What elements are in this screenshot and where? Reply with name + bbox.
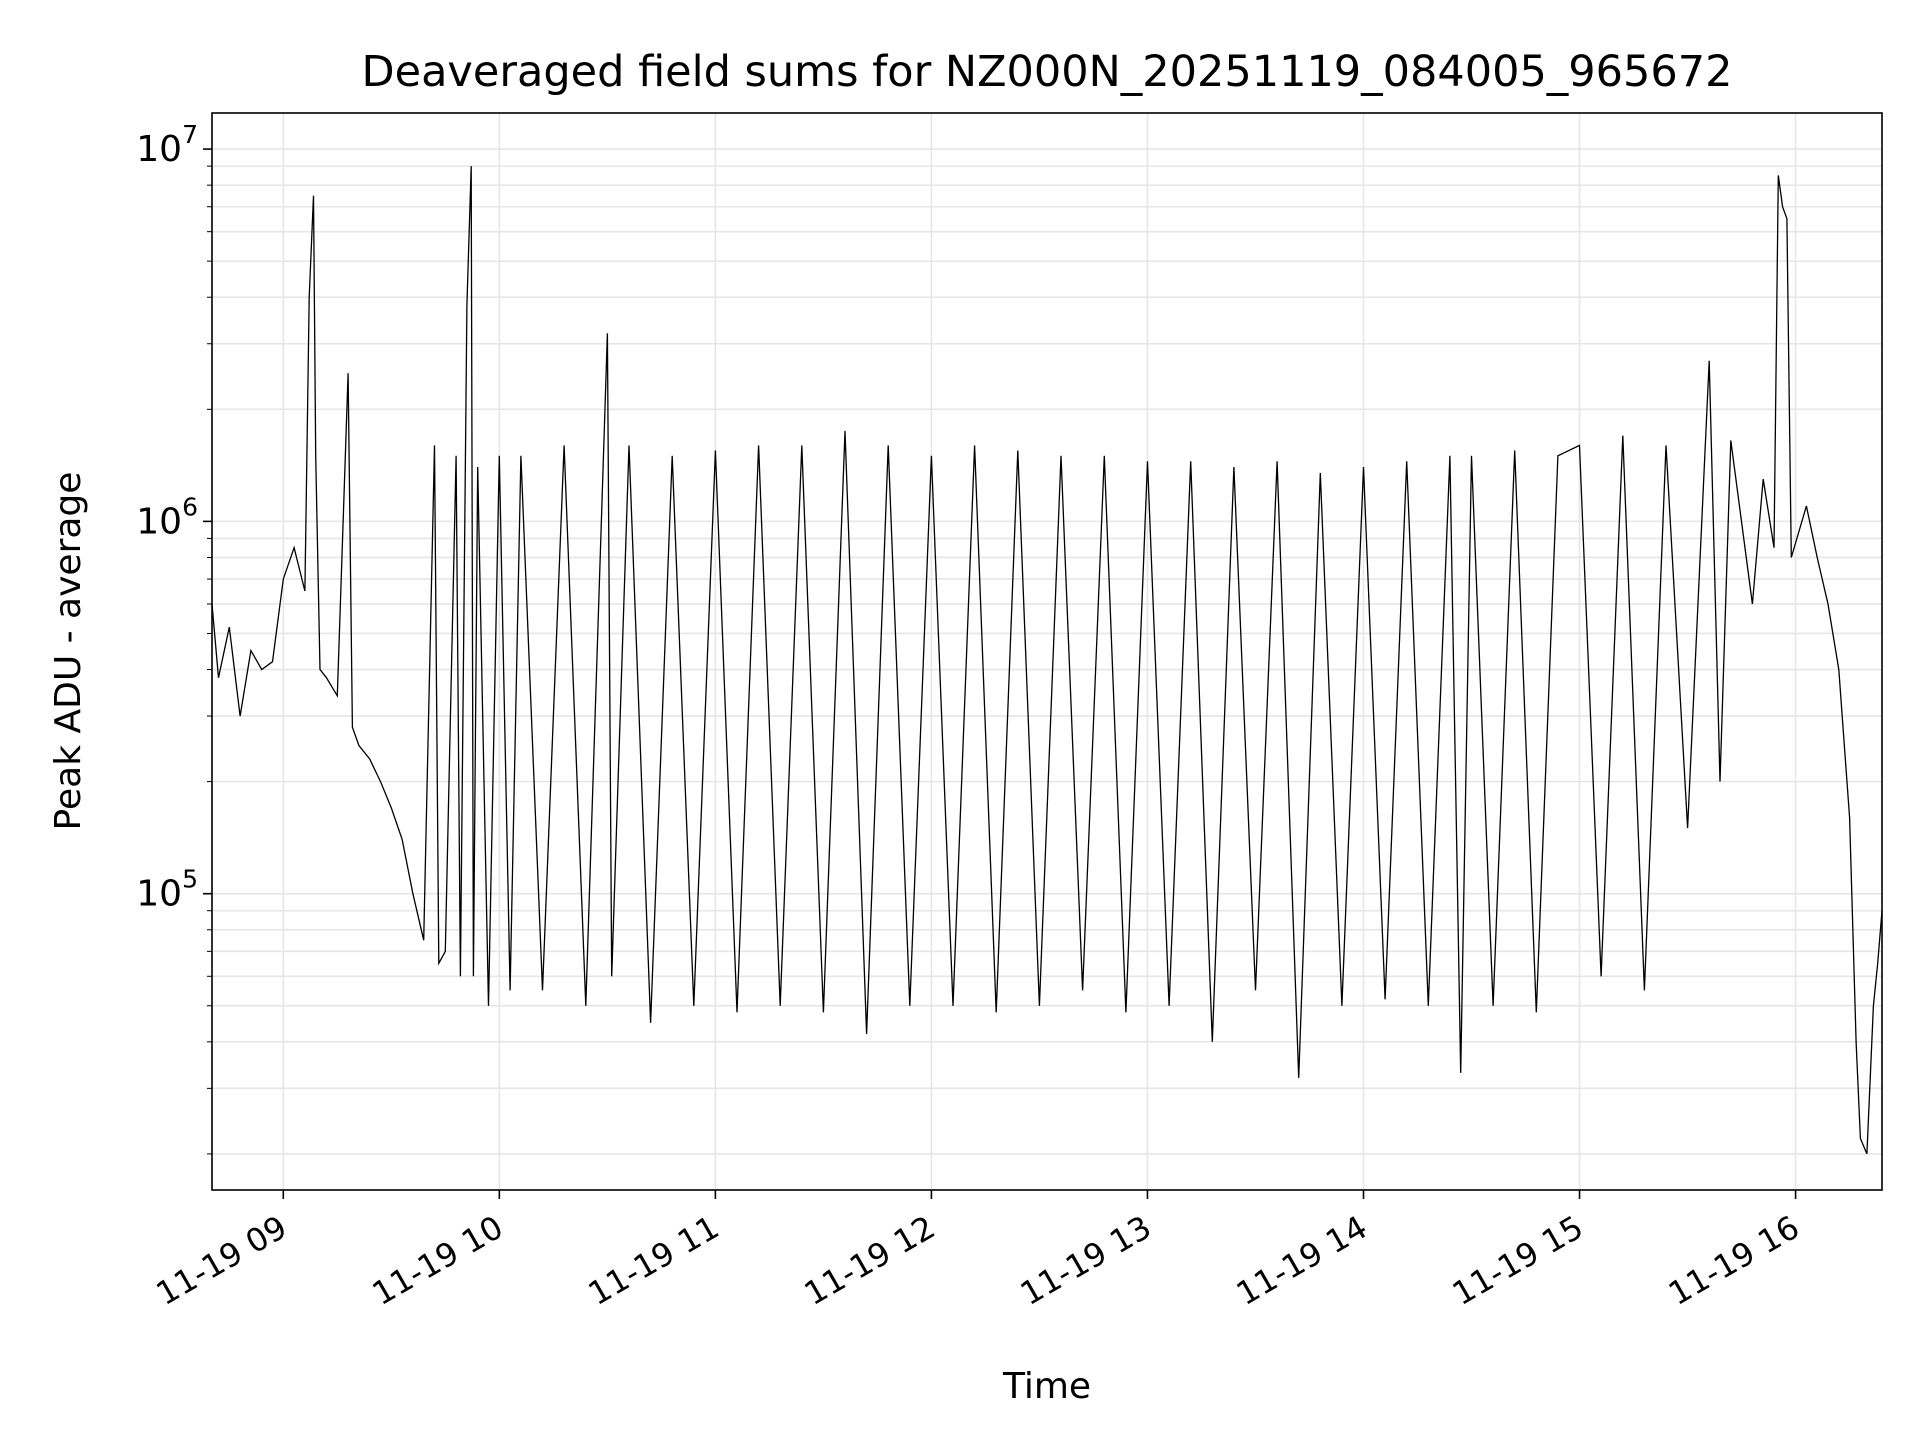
x-axis-label: Time [1002,1366,1091,1407]
y-tick-base: 10 [136,874,182,915]
y-axis-label: Peak ADU - average [48,472,89,831]
data-layer [211,166,1883,1155]
y-tick-label: 105 [136,865,198,915]
y-tick-exponent: 7 [182,120,198,149]
y-tick-exponent: 5 [182,865,198,894]
data-series-line [211,166,1883,1155]
plot-area [212,113,1882,1190]
y-tick-base: 10 [136,129,182,170]
y-tick-exponent: 6 [182,492,198,521]
y-tick-base: 10 [136,501,182,542]
plot-frame [211,112,1883,1191]
chart-title: Deaveraged field sums for NZ000N_2025111… [362,47,1733,97]
y-tick-label: 107 [136,120,198,170]
y-tick-label: 106 [136,492,198,542]
